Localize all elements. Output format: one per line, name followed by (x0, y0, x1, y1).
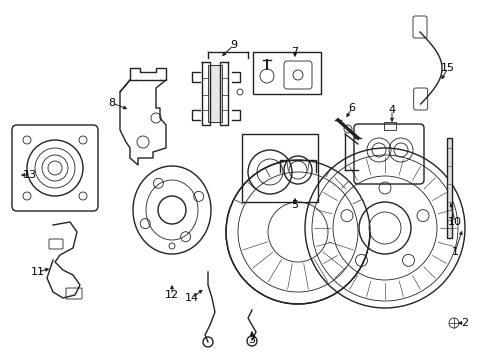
Polygon shape (209, 65, 222, 122)
Text: 6: 6 (348, 103, 355, 113)
Text: 12: 12 (164, 290, 179, 300)
Text: 13: 13 (23, 170, 37, 180)
Text: 1: 1 (450, 247, 458, 257)
Text: 5: 5 (291, 200, 298, 210)
Text: 9: 9 (230, 40, 237, 50)
Text: 15: 15 (440, 63, 454, 73)
Text: 4: 4 (387, 105, 395, 115)
Text: 14: 14 (184, 293, 199, 303)
Polygon shape (207, 65, 220, 122)
Text: 10: 10 (447, 217, 461, 227)
Polygon shape (446, 138, 451, 238)
Text: 8: 8 (108, 98, 115, 108)
Bar (242, 134, 317, 202)
Bar (383, 122, 395, 130)
Text: 2: 2 (461, 318, 468, 328)
Text: 11: 11 (31, 267, 45, 277)
Text: 3: 3 (248, 335, 255, 345)
Bar (252, 52, 320, 94)
Text: 7: 7 (291, 47, 298, 57)
